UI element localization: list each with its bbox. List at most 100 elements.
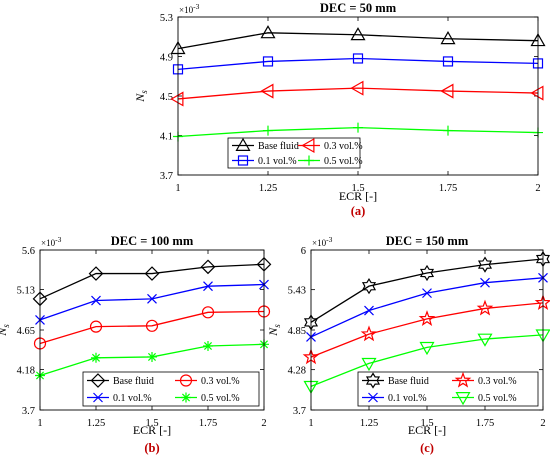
legend-marker <box>181 392 191 403</box>
legend-label: 0.1 vol.% <box>113 393 152 404</box>
panel-label: (b) <box>144 441 159 455</box>
data-point <box>91 352 101 363</box>
x-tick-label: 1 <box>37 418 42 429</box>
series-2 <box>33 305 271 350</box>
legend-item: Base fluid <box>362 372 429 389</box>
data-point <box>418 310 436 326</box>
panel-label: (a) <box>351 204 366 218</box>
data-point <box>440 31 456 45</box>
data-point <box>201 306 215 319</box>
y-label-main: N <box>133 93 147 103</box>
data-point <box>350 80 364 96</box>
series-2 <box>170 80 544 107</box>
chart-title: DEC = 100 mm <box>111 234 194 248</box>
series-line <box>39 263 265 300</box>
plot-frame <box>177 16 539 176</box>
x-tick-label: 1.5 <box>145 418 158 429</box>
data-point <box>476 299 494 316</box>
legend-label: 0.5 vol.% <box>478 393 517 404</box>
legend-label: Base fluid <box>258 141 299 152</box>
data-point <box>147 351 157 362</box>
legend-item: 0.3 vol.% <box>298 137 363 154</box>
data-point <box>353 122 363 133</box>
legend-item: Base fluid <box>87 373 154 388</box>
legend-marker <box>179 374 193 387</box>
data-point <box>350 27 366 41</box>
exponent-power: -3 <box>326 235 332 244</box>
legend-marker <box>235 137 251 151</box>
exponent-power: -3 <box>193 2 199 11</box>
data-point <box>200 259 216 275</box>
legend-marker <box>304 155 314 166</box>
data-point <box>422 288 432 299</box>
data-point <box>364 305 374 316</box>
chart-panel-2: 3.7 4.18 4.65 5.13 5.6 1 1.25 1.5 1.75 2 DEC = 100… <box>0 234 272 455</box>
series-line <box>177 32 539 50</box>
series-line <box>310 334 544 387</box>
legend-item: 0.5 vol.% <box>452 392 517 406</box>
legend-marker <box>455 392 471 406</box>
series-line <box>177 57 539 70</box>
legend: Base fluid 0.3 vol.% 0.1 vol.% 0.5 vol.% <box>357 371 539 407</box>
y-tick-label: 4.9 <box>160 52 173 63</box>
data-point <box>361 357 377 372</box>
x-tick-label: 2 <box>261 418 266 429</box>
data-point <box>91 295 101 306</box>
x-tick-label: 1 <box>308 418 313 429</box>
y-label-main: N <box>0 327 9 337</box>
x-axis-label: ECR [-] <box>408 423 446 437</box>
data-point <box>89 320 103 333</box>
data-point <box>440 83 454 99</box>
y-label-main: N <box>266 327 280 337</box>
y-tick-label: 3.7 <box>293 406 306 417</box>
x-tick-label: 1.25 <box>259 183 277 194</box>
plot-frame <box>39 249 265 411</box>
panel-label: (c) <box>420 441 434 455</box>
legend-label: 0.3 vol.% <box>478 376 517 387</box>
exponent-power: -3 <box>55 235 61 244</box>
y-label-sub: s <box>139 90 149 94</box>
y-axis-label: Ns <box>133 90 149 103</box>
legend-marker <box>454 371 472 388</box>
series-3 <box>35 279 269 325</box>
legend-box <box>82 371 260 407</box>
legend-item: Base fluid <box>232 137 299 152</box>
chart-title: DEC = 150 mm <box>386 234 469 248</box>
y-exponent: ×10-3 <box>179 2 200 15</box>
y-exponent: ×10-3 <box>312 235 333 248</box>
legend: Base fluid 0.3 vol.% 0.1 vol.% 0.5 vol.% <box>227 137 363 169</box>
data-point <box>263 125 273 136</box>
x-tick-label: 2 <box>535 183 540 194</box>
legend-marker <box>301 137 315 154</box>
x-tick-label: 1.75 <box>476 418 494 429</box>
x-tick-label: 1.5 <box>351 183 364 194</box>
series-line <box>310 302 544 358</box>
data-point <box>443 125 453 136</box>
legend-label: 0.1 vol.% <box>388 393 427 404</box>
data-point <box>352 53 364 64</box>
x-axis-label: ECR [-] <box>339 189 377 203</box>
chart-panel-1: 3.7 4.1 4.5 4.9 5.3 1 1.25 1.5 1.75 2 DEC = 50 mm ×… <box>133 1 546 218</box>
legend-marker <box>368 392 378 403</box>
legend-item: 0.5 vol.% <box>298 155 363 167</box>
data-point <box>260 25 276 39</box>
series-line <box>310 258 544 323</box>
data-point <box>260 83 274 99</box>
legend-label: 0.3 vol.% <box>324 141 363 152</box>
y-tick-label: 6 <box>301 246 306 257</box>
data-point <box>530 85 544 101</box>
series-line <box>177 87 539 100</box>
y-tick-label: 4.85 <box>288 326 306 337</box>
data-point <box>477 256 493 273</box>
x-tick-label: 1.75 <box>199 418 217 429</box>
x-tick-label: 1.5 <box>420 418 433 429</box>
data-point <box>145 319 159 332</box>
x-axis-label: ECR [-] <box>133 423 171 437</box>
x-tick-label: 1.75 <box>439 183 457 194</box>
legend-item: 0.1 vol.% <box>362 392 427 404</box>
y-tick-label: 5.43 <box>288 285 306 296</box>
exponent-base: ×10 <box>179 5 194 15</box>
data-point <box>480 277 490 288</box>
y-tick-label: 5.6 <box>22 246 35 257</box>
